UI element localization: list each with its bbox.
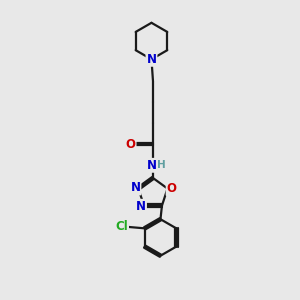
Text: N: N — [146, 53, 157, 66]
Text: H: H — [158, 160, 166, 170]
Text: O: O — [126, 138, 136, 151]
Text: Cl: Cl — [115, 220, 128, 233]
Text: O: O — [167, 182, 177, 195]
Text: N: N — [136, 200, 146, 213]
Text: N: N — [147, 159, 158, 172]
Text: N: N — [130, 182, 140, 194]
